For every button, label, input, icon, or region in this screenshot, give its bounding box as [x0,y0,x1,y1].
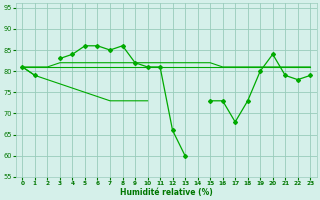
X-axis label: Humidité relative (%): Humidité relative (%) [120,188,213,197]
